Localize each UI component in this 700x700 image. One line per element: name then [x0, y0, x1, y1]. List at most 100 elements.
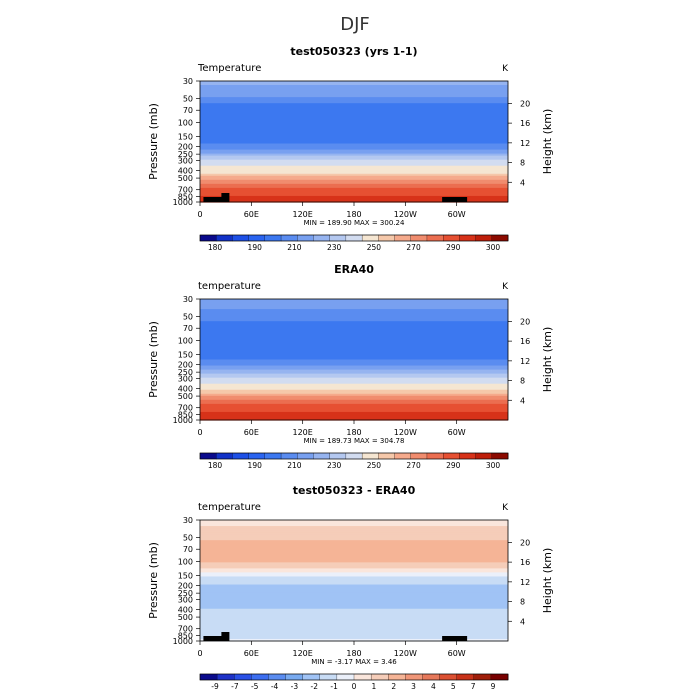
x-tick-label: 120W [394, 210, 417, 219]
colorbar-swatch [388, 673, 406, 681]
y-tick-label: 200 [178, 360, 193, 369]
panel-title: test050323 (yrs 1-1) [290, 45, 417, 58]
y-tick-label: 700 [178, 404, 193, 413]
colorbar-label: 250 [367, 461, 382, 470]
colorbar-label: 190 [248, 243, 263, 252]
x-tick-label: 0 [197, 428, 202, 437]
contour-band [200, 115, 508, 118]
contour-band [200, 323, 508, 326]
contour-band [200, 369, 508, 373]
contour-band [200, 335, 508, 338]
contour-band [200, 325, 508, 328]
contour-band [200, 415, 508, 419]
contour-band [200, 117, 508, 120]
colorbar-label: -1 [330, 682, 338, 691]
contour-band [200, 189, 508, 193]
contour-band [200, 171, 508, 175]
right-axis-label: Height (km) [541, 548, 554, 614]
contour-band [200, 183, 508, 187]
colorbar-swatch [475, 234, 493, 242]
colorbar-frame [199, 234, 509, 242]
contour-band [200, 153, 508, 157]
colorbar-label: 270 [406, 461, 421, 470]
contour-band [200, 167, 508, 171]
contour-band [200, 373, 508, 377]
y-tick-label: 500 [178, 174, 193, 183]
contour-band [200, 395, 508, 399]
contour-band [200, 339, 508, 342]
colorbar-swatch [456, 673, 475, 681]
contour-band [200, 630, 508, 634]
y-tick-label: 700 [178, 625, 193, 634]
contour-band [200, 538, 508, 541]
contour-band [200, 301, 508, 304]
contour-band [200, 159, 508, 163]
contour-band [200, 379, 508, 383]
contour-band [200, 179, 508, 183]
topography-mask [203, 636, 226, 641]
contour-band [200, 111, 508, 114]
x-tick-label: 0 [197, 649, 202, 658]
contour-band [200, 187, 508, 191]
colorbar-swatch [329, 452, 347, 460]
y-tick-label: 1000 [173, 637, 193, 646]
right-tick-label: 8 [520, 598, 525, 607]
colorbar-label: 180 [208, 461, 223, 470]
contour-band [200, 610, 508, 614]
contour-band [200, 303, 508, 306]
y-tick-label: 300 [178, 595, 193, 604]
contour-band [200, 113, 508, 116]
colorbar-label: 180 [208, 243, 223, 252]
contour-band [200, 319, 508, 322]
y-tick-label: 50 [183, 534, 193, 543]
y-tick-label: 100 [178, 337, 193, 346]
contour-band [200, 315, 508, 318]
colorbar-label: 9 [491, 682, 496, 691]
contour-band [200, 574, 508, 578]
contour-band [200, 532, 508, 535]
contour-band [200, 161, 508, 165]
contour-band [200, 618, 508, 622]
right-tick-label: 16 [520, 337, 530, 346]
contour-band [200, 620, 508, 624]
x-tick-label: 120W [394, 428, 417, 437]
contour-band [200, 413, 508, 417]
colorbar-swatch [459, 234, 477, 242]
colorbar-label: -9 [211, 682, 219, 691]
right-tick-label: 20 [520, 317, 530, 326]
contour-band [200, 363, 508, 367]
colorbar-label: -2 [311, 682, 319, 691]
contour-band [200, 347, 508, 351]
topography-mask [221, 193, 230, 202]
contour-band [200, 123, 508, 126]
contour-band [200, 632, 508, 636]
contour-band [200, 598, 508, 602]
x-tick-label: 60W [448, 210, 466, 219]
colorbar-swatch [459, 452, 477, 460]
colorbar-swatch [280, 234, 298, 242]
topography-mask [442, 636, 468, 641]
right-tick-label: 12 [520, 357, 530, 366]
right-tick-label: 16 [520, 119, 530, 128]
colorbar-swatch [313, 234, 331, 242]
contour-band [200, 361, 508, 365]
contour-band [200, 137, 508, 141]
contour-band [200, 129, 508, 133]
contour-band [200, 175, 508, 179]
contour-band [200, 101, 508, 104]
contour-band [200, 133, 508, 137]
contour-band [200, 546, 508, 549]
right-tick-label: 8 [520, 159, 525, 168]
right-tick-label: 16 [520, 558, 530, 567]
contour-band [200, 135, 508, 139]
contour-band [200, 628, 508, 632]
colorbar-swatch [199, 234, 217, 242]
colorbar-swatch [439, 673, 458, 681]
colorbar-swatch [216, 452, 233, 460]
colorbar-swatch [473, 673, 492, 681]
contour-band [200, 109, 508, 112]
colorbar-swatch [345, 452, 363, 460]
contour-band [200, 151, 508, 155]
contour-band [200, 95, 508, 98]
y-tick-label: 850 [178, 410, 193, 419]
